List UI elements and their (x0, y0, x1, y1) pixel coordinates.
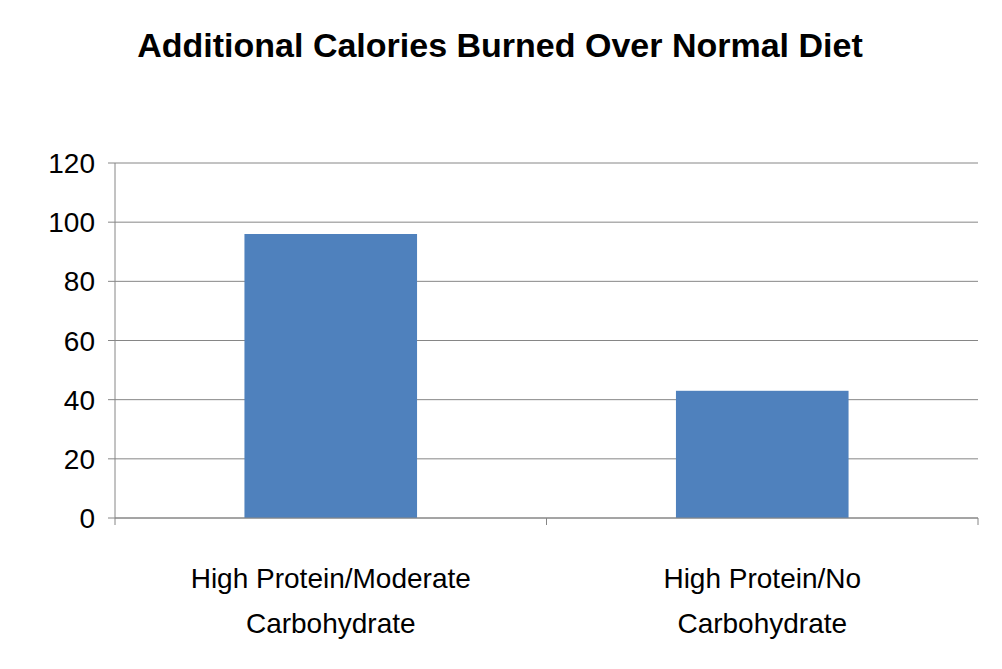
y-axis (115, 163, 116, 518)
y-tick-label: 120 (48, 148, 95, 179)
y-tick (108, 281, 115, 282)
y-tick-label: 40 (64, 385, 95, 416)
x-tick (115, 518, 116, 525)
y-tick (108, 222, 115, 223)
y-tick (108, 399, 115, 400)
grid-line (115, 222, 978, 223)
y-tick (108, 163, 115, 164)
y-tick-label: 20 (64, 444, 95, 475)
grid-line (115, 163, 978, 164)
category-label: High Protein/ModerateCarbohydrate (191, 563, 471, 639)
y-tick-label: 60 (64, 326, 95, 357)
x-tick (978, 518, 979, 525)
bars (244, 234, 848, 518)
category-label: High Protein/NoCarbohydrate (663, 563, 861, 639)
bar (676, 391, 849, 518)
y-tick-label: 100 (48, 207, 95, 238)
y-tick (108, 518, 115, 519)
title: Additional Calories Burned Over Normal D… (137, 26, 862, 64)
y-tick (108, 340, 115, 341)
bar (244, 234, 417, 518)
chart: Additional Calories Burned Over Normal D… (0, 0, 1002, 669)
y-tick-label: 0 (79, 503, 95, 534)
x-tick (546, 518, 547, 525)
y-tick (108, 458, 115, 459)
y-tick-label: 80 (64, 266, 95, 297)
